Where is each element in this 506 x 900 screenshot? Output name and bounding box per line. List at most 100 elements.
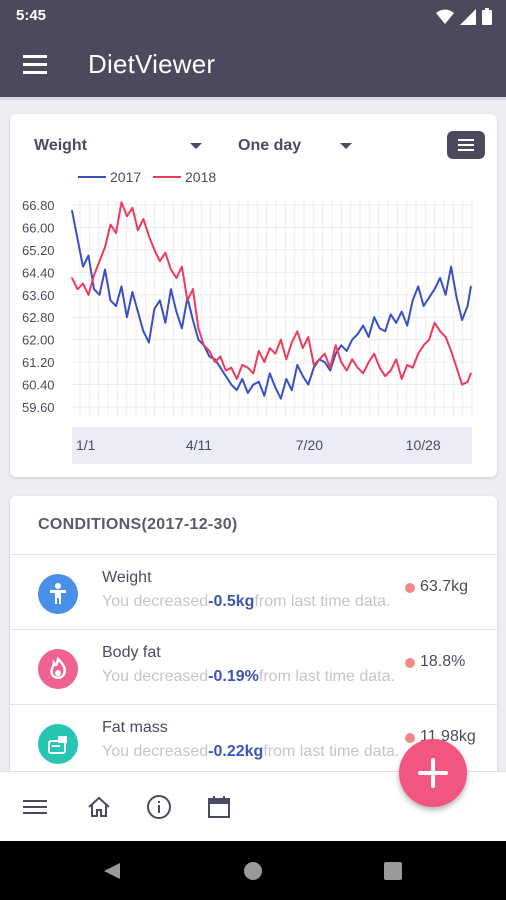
data-point-2017 <box>274 386 277 389</box>
data-point-2017 <box>258 381 260 383</box>
data-point-2018 <box>131 207 134 209</box>
data-point-2017 <box>126 316 128 318</box>
status-dot <box>405 583 415 593</box>
data-point-2018 <box>236 378 238 380</box>
data-point-2018 <box>219 355 222 358</box>
data-point-2018 <box>302 347 304 349</box>
data-point-2018 <box>115 232 117 234</box>
data-point-2018 <box>137 229 139 231</box>
chevron-down-icon <box>190 143 202 149</box>
data-point-2017 <box>323 361 326 363</box>
chart-menu-button[interactable] <box>447 131 485 159</box>
condition-desc: You decreased-0.22kgfrom last time data. <box>102 743 400 760</box>
data-point-2018 <box>186 299 189 302</box>
condition-row-fat-mass[interactable]: Fat mass You decreased-0.22kgfrom last t… <box>10 704 497 779</box>
data-point-2017 <box>302 375 304 377</box>
data-point-2018 <box>291 341 293 344</box>
home-icon[interactable] <box>86 794 112 820</box>
hamburger-icon[interactable] <box>18 52 52 78</box>
x-tick-label: 4/11 <box>186 437 212 453</box>
data-point-2017 <box>148 341 150 344</box>
data-point-2018 <box>362 372 365 375</box>
y-tick-label: 62.80 <box>22 310 55 325</box>
data-point-2017 <box>433 288 436 290</box>
home-circle-icon[interactable] <box>243 861 263 881</box>
condition-name: Body fat <box>102 644 161 661</box>
data-point-2018 <box>82 282 84 285</box>
data-point-2018 <box>411 366 414 369</box>
data-point-2018 <box>280 338 282 341</box>
data-point-2018 <box>334 344 337 347</box>
data-point-2018 <box>444 336 447 338</box>
data-point-2018 <box>417 352 420 355</box>
data-point-2017 <box>153 308 156 310</box>
condition-row-body-fat[interactable]: Body fat You decreased-0.19%from last ti… <box>10 629 497 704</box>
data-point-2017 <box>109 299 112 302</box>
data-point-2018 <box>71 277 73 279</box>
info-icon[interactable] <box>146 794 172 820</box>
data-point-2018 <box>148 235 150 237</box>
data-point-2018 <box>142 218 145 220</box>
data-point-2018 <box>87 294 90 296</box>
data-point-2018 <box>296 330 299 333</box>
back-icon[interactable] <box>102 861 122 881</box>
data-point-2017 <box>71 209 73 212</box>
data-point-2018 <box>439 330 441 333</box>
data-point-2017 <box>296 364 299 366</box>
y-tick-label: 59.60 <box>22 400 55 415</box>
data-point-2017 <box>192 319 194 321</box>
data-point-2018 <box>461 383 463 386</box>
data-point-2018 <box>203 344 205 347</box>
range-select[interactable]: One day <box>238 137 358 155</box>
data-point-2017 <box>137 310 139 313</box>
data-point-2018 <box>252 372 255 375</box>
data-point-2017 <box>159 299 161 302</box>
data-point-2018 <box>455 366 458 369</box>
data-point-2018 <box>241 364 244 366</box>
status-time: 5:45 <box>16 7 47 24</box>
data-point-2017 <box>219 366 222 369</box>
data-point-2018 <box>93 274 95 276</box>
data-point-2017 <box>455 296 458 299</box>
data-point-2017 <box>428 296 430 299</box>
data-point-2017 <box>450 265 452 268</box>
data-point-2018 <box>329 366 332 369</box>
recents-icon[interactable] <box>384 862 402 880</box>
data-point-2017 <box>170 288 172 290</box>
app-title: DietViewer <box>88 49 216 79</box>
condition-row-weight[interactable]: Weight You decreased-0.5kgfrom last time… <box>10 554 497 629</box>
data-point-2017 <box>76 237 79 240</box>
data-point-2018 <box>230 366 233 369</box>
data-point-2017 <box>345 350 348 352</box>
data-point-2018 <box>373 352 376 355</box>
chart-card: 66.80 66.00 65.20 64.40 63.60 62.80 62.00 61.20… <box>10 114 497 477</box>
data-point-2017 <box>367 336 370 338</box>
data-point-2018 <box>197 327 200 330</box>
data-point-2017 <box>131 291 134 293</box>
metric-select[interactable]: Weight <box>34 137 204 155</box>
add-record-button[interactable] <box>399 739 467 807</box>
data-point-2017 <box>87 254 90 257</box>
data-point-2018 <box>313 364 315 366</box>
data-point-2018 <box>153 249 156 251</box>
data-point-2017 <box>120 285 123 288</box>
data-point-2017 <box>93 288 95 290</box>
bottom-nav <box>0 771 506 841</box>
menu-icon[interactable] <box>22 794 48 820</box>
data-point-2018 <box>450 350 452 352</box>
signal-icon <box>460 8 476 25</box>
calendar-icon[interactable] <box>206 794 232 820</box>
data-point-2017 <box>362 324 365 327</box>
data-point-2018 <box>307 336 310 338</box>
data-point-2018 <box>269 347 271 349</box>
wifi-icon <box>436 9 454 24</box>
data-point-2017 <box>406 324 409 327</box>
range-select-value: One day <box>238 137 302 154</box>
legend-label-2018: 2018 <box>185 169 216 185</box>
data-point-2017 <box>164 322 167 324</box>
condition-value: 18.8% <box>420 653 466 670</box>
condition-delta: -0.19% <box>208 668 259 685</box>
data-point-2017 <box>340 344 343 347</box>
data-point-2018 <box>164 251 167 254</box>
data-point-2017 <box>395 322 398 324</box>
